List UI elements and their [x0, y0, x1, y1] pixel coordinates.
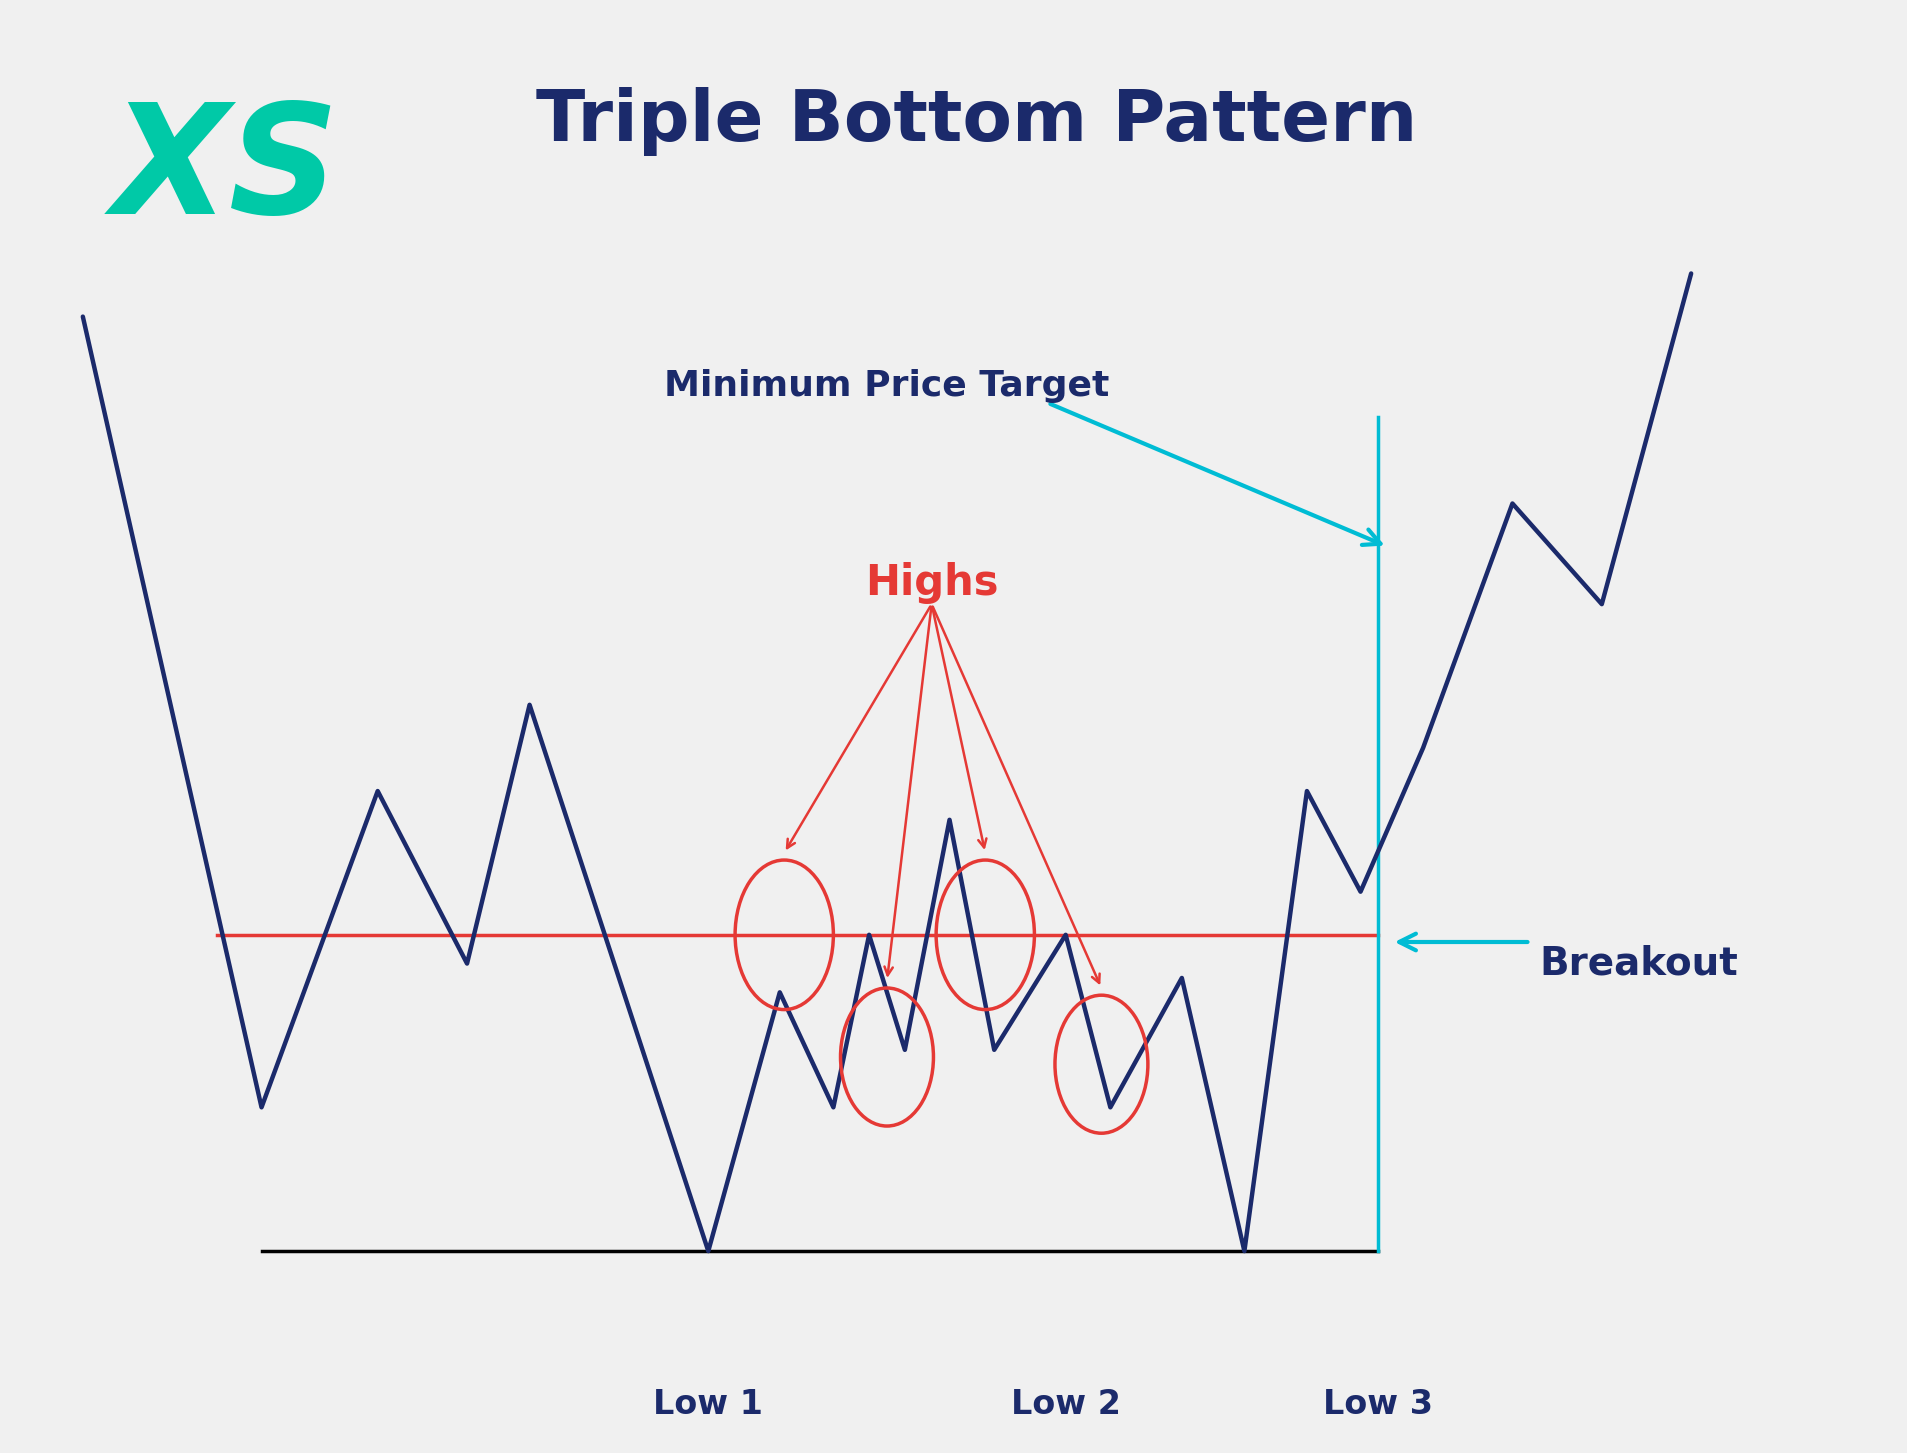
Text: Breakout: Breakout	[1539, 944, 1737, 982]
Text: XS: XS	[111, 97, 339, 247]
Text: Highs: Highs	[864, 562, 997, 604]
Text: Low 1: Low 1	[652, 1388, 763, 1421]
Text: Low 3: Low 3	[1323, 1388, 1432, 1421]
Text: Triple Bottom Pattern: Triple Bottom Pattern	[536, 87, 1417, 155]
Text: Minimum Price Target: Minimum Price Target	[664, 369, 1110, 402]
Text: Low 2: Low 2	[1011, 1388, 1119, 1421]
